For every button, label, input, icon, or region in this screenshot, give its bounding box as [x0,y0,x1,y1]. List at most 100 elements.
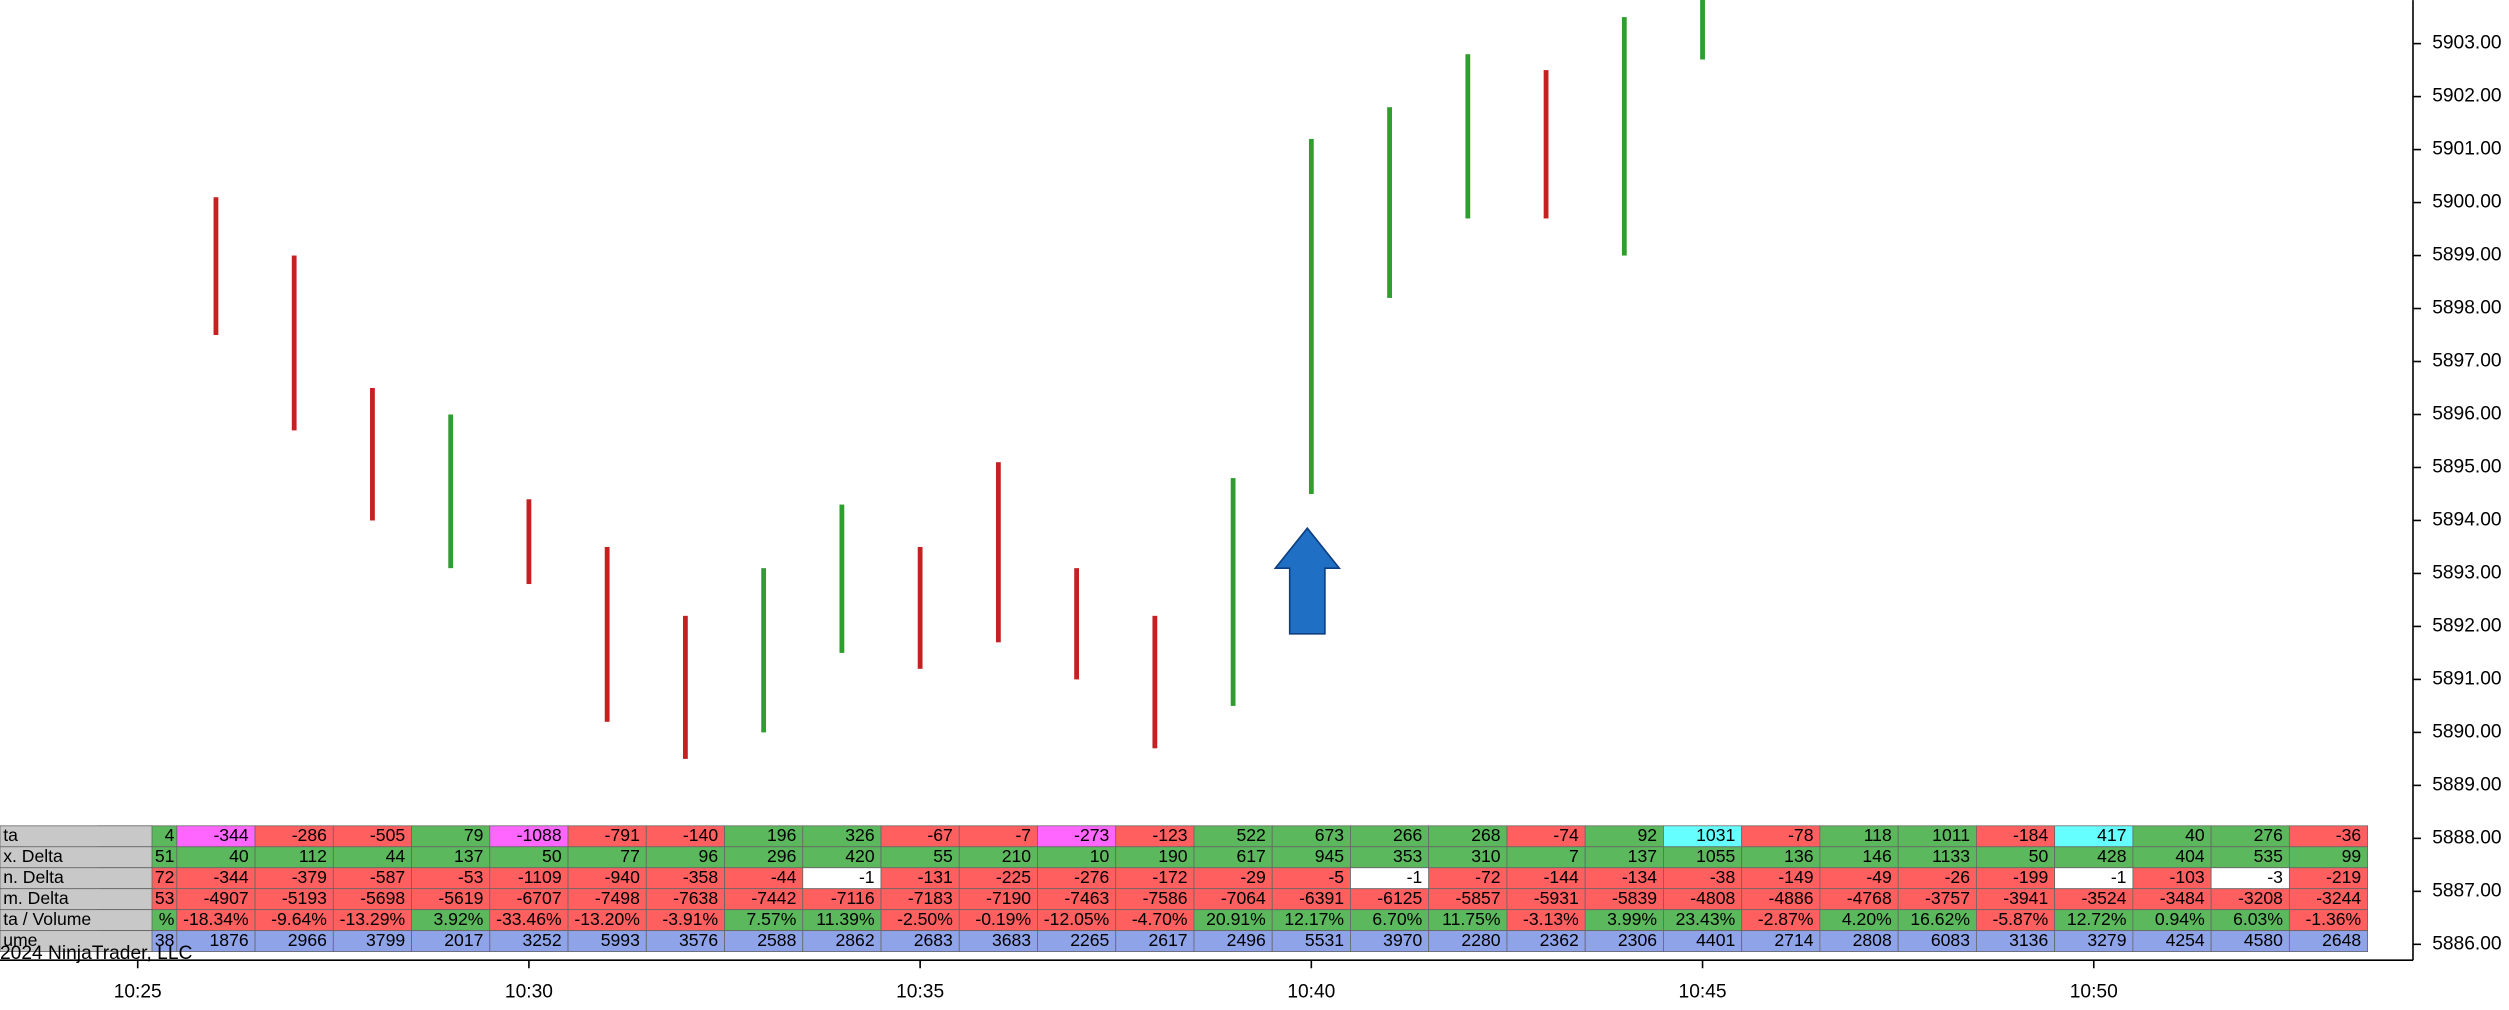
table-cell-text: -9.64% [271,909,327,929]
y-tick-label: 5897.00 [2432,351,2501,372]
table-cell-text: -1088 [517,825,562,845]
table-cell-text: 0.94% [2155,909,2205,929]
table-cell-text: 12.17% [1284,909,1344,929]
y-tick-label: 5888.00 [2432,827,2501,848]
table-cell-text: -18.34% [183,909,249,929]
table-cell-text: -13.29% [340,909,406,929]
table-cell-text: -7442 [751,888,796,908]
y-tick-label: 5901.00 [2432,139,2501,160]
y-tick-label: 5889.00 [2432,774,2501,795]
x-tick-label: 10:45 [1679,981,1727,1002]
table-cell-text: -29 [1240,867,1265,887]
table-cell-text: -38 [1710,867,1736,887]
table-cell-text: -3 [2267,867,2283,887]
table-cell-text: 428 [2097,846,2127,866]
table-cell-text: -67 [927,825,952,845]
plot-area [213,0,1705,759]
table-cell-text: 6.03% [2233,909,2283,929]
table-cell-text: 2306 [1618,930,1657,950]
table-cell-text: 2588 [757,930,796,950]
table-cell-text: -587 [370,867,405,887]
table-cell-text: 20.91% [1206,909,1266,929]
table-cell-text: -3757 [1925,888,1970,908]
table-cell-text: -3484 [2160,888,2205,908]
table-cell-text: 12.72% [2067,909,2127,929]
up-arrow [1273,526,1341,635]
table-cell-text: 2017 [444,930,483,950]
row-label: m. Delta [3,888,69,908]
table-cell-text: 44 [386,846,406,866]
table-cell-text: -1 [859,867,875,887]
row-label-cell [0,930,153,952]
partial-cell-text: 72 [155,867,175,887]
table-cell-text: 137 [454,846,483,866]
partial-cell-text: 4 [165,825,175,845]
table-cell-text: 417 [2097,825,2126,845]
footprint-bar [213,197,219,336]
table-cell-text: 50 [2029,846,2049,866]
table-cell-text: 6.70% [1372,909,1422,929]
partial-cell-text: 38 [155,930,175,950]
table-cell-text: -7498 [595,888,640,908]
y-tick-label: 5894.00 [2432,510,2501,531]
table-cell-text: 5531 [1305,930,1344,950]
table-cell-text: 617 [1236,846,1265,866]
table-cell-text: 420 [845,846,875,866]
footprint-bar [1387,107,1392,298]
table-cell-text: -149 [1778,867,1813,887]
table-cell-text: -4886 [1769,888,1814,908]
table-cell-text: -2.50% [897,909,953,929]
row-label: ume [3,930,37,950]
table-cell-text: -172 [1152,867,1187,887]
footprint-bar [995,462,1001,643]
table-cell-text: 276 [2254,825,2284,845]
table-cell-text: -49 [1866,867,1891,887]
footprint-bar [683,615,688,759]
table-cell-text: -6391 [1299,888,1344,908]
table-cell-text: -131 [918,867,953,887]
footprint-bar [1621,17,1627,256]
table-cell-text: -276 [1074,867,1109,887]
table-cell-text: 353 [1393,846,1423,866]
table-cell-text: -3.13% [1523,909,1579,929]
table-cell-text: 266 [1393,825,1423,845]
table-cell-text: 1011 [1932,825,1970,845]
copyright: 2024 NinjaTrader, LLC [0,943,192,964]
y-tick-label: 5898.00 [2432,298,2501,319]
table-cell-text: 137 [1628,846,1657,866]
table-cell-text: 326 [845,825,875,845]
footprint-bar [448,414,454,569]
table-cell-text: 7.57% [746,909,796,929]
table-cell-text: -3244 [2316,888,2361,908]
table-cell-text: 1031 [1696,825,1735,845]
table-cell-text: -1 [1407,867,1423,887]
partial-cell-text: 53 [155,888,175,908]
table-cell-text: 2617 [1148,930,1187,950]
table-cell-text: 196 [767,825,797,845]
table-cell-text: -6707 [517,888,562,908]
footprint-bar [291,255,297,431]
table-cell-text: 2648 [2322,930,2361,950]
footprint-bar [1308,138,1314,494]
y-tick-label: 5886.00 [2432,933,2501,954]
table-cell-text: 146 [1862,846,1892,866]
table-cell-text: 96 [699,846,719,866]
table-cell-text: 11.39% [816,909,875,929]
table-cell-text: 2862 [835,930,874,950]
table-cell-text: -7116 [831,888,875,908]
table-cell-text: 3970 [1383,930,1422,950]
table-cell-text: 112 [299,846,327,866]
table-cell-text: 4254 [2166,930,2205,950]
table-cell-text: -5857 [1456,888,1501,908]
table-cell-text: -5839 [1612,888,1657,908]
table-cell-text: 6083 [1931,930,1970,950]
footprint-bar [1543,70,1549,219]
partial-cell-text: 51 [155,846,175,866]
table-cell-text: 3576 [679,930,718,950]
table-cell-text: 40 [2185,825,2205,845]
table-cell-text: -78 [1788,825,1814,845]
table-cell-text: -358 [683,867,718,887]
x-tick-label: 10:30 [505,981,553,1002]
table-cell-text: -3524 [2081,888,2126,908]
table-cell-text: -5931 [1534,888,1579,908]
